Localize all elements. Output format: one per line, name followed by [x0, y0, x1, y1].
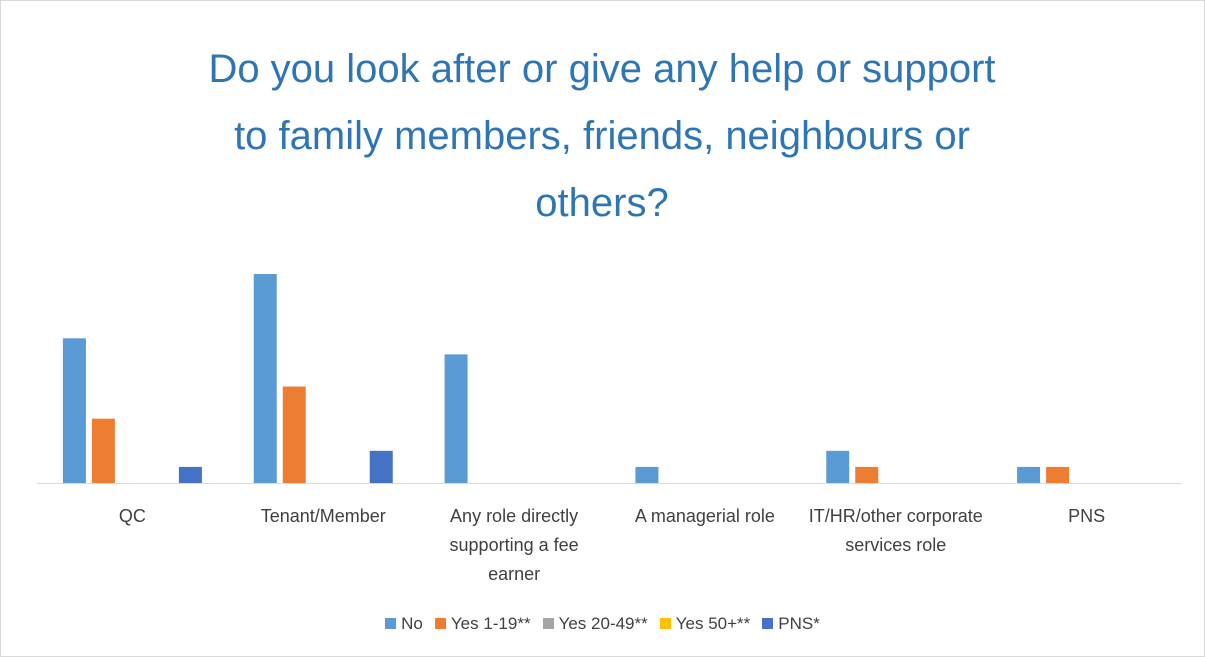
bar [444, 354, 468, 483]
x-tick-label: QC [118, 506, 146, 526]
legend-label: Yes 50+** [675, 614, 751, 633]
bar [1046, 466, 1070, 483]
x-tick-label: A managerial role [634, 506, 775, 526]
legend-item: No [385, 614, 423, 634]
legend-item: Yes 1-19** [434, 614, 531, 634]
legend-swatch [385, 618, 397, 629]
legend-swatch [434, 618, 446, 629]
legend-item: Yes 20-49** [542, 614, 648, 634]
legend-swatch [762, 618, 774, 629]
x-tick-label: Tenant/Member [260, 506, 386, 526]
bar [369, 450, 393, 483]
bar [635, 466, 659, 483]
legend-swatch [659, 618, 671, 629]
legend-label: PNS* [778, 614, 820, 633]
bar [826, 450, 850, 483]
x-tick-label: IT/HR/other corporate services role [808, 506, 983, 555]
bar [91, 418, 115, 483]
legend-item: Yes 50+** [659, 614, 751, 634]
chart-title: Do you look after or give any help or su… [208, 47, 996, 225]
bar [282, 386, 306, 483]
bar [1017, 466, 1041, 483]
bar [178, 466, 202, 483]
legend-label: Yes 20-49** [558, 614, 648, 633]
legend: No Yes 1-19** Yes 20-49** Yes 50+** PNS* [0, 614, 1205, 634]
x-tick-label: PNS [1068, 506, 1106, 526]
x-tick-label: Any role directly supporting a fee earne… [449, 506, 579, 584]
legend-swatch [542, 618, 554, 629]
bar [855, 466, 879, 483]
legend-label: No [401, 614, 423, 633]
legend-label: Yes 1-19** [450, 614, 531, 633]
legend-item: PNS* [762, 614, 820, 634]
bar [253, 274, 277, 483]
bar [62, 338, 86, 483]
